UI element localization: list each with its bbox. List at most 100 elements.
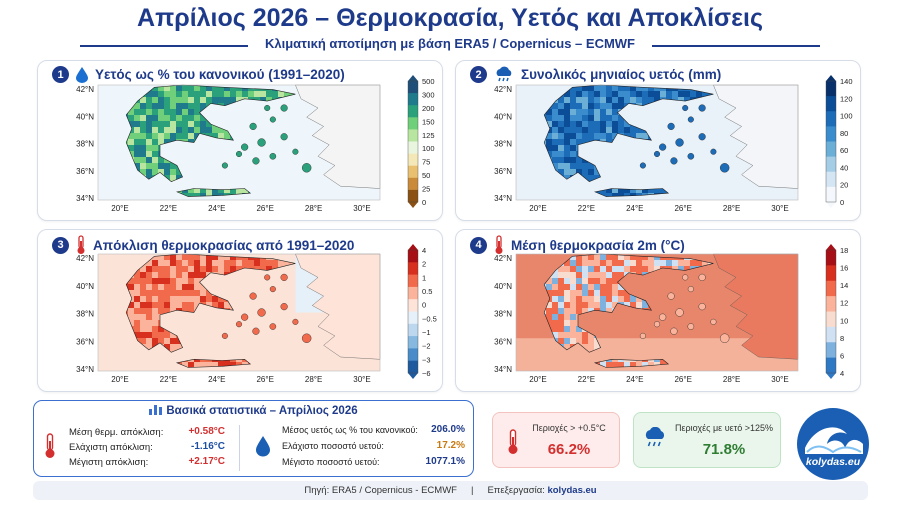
kpi-card-wet-areas: Περιοχές με υετό >125% 71.8% — [633, 412, 781, 468]
lon-label: 20°E — [529, 375, 546, 384]
logo-text: kolydas.eu — [805, 456, 861, 468]
lat-label: 42°N — [494, 254, 512, 263]
colorbar-tick-label: 100 — [422, 144, 435, 153]
thermometer-icon — [45, 433, 55, 458]
colorbar-tick-label: 25 — [422, 185, 430, 194]
lon-label: 28°E — [723, 375, 740, 384]
stat-value: -1.16°C — [190, 441, 225, 452]
colorbar-tick-label: 100 — [840, 112, 853, 121]
colorbar-tick-label: 140 — [840, 77, 853, 86]
panel-title-text: Μέση θερμοκρασία 2m (°C) — [511, 237, 685, 253]
lon-label: 28°E — [723, 204, 740, 213]
lat-label: 42°N — [76, 254, 94, 263]
lat-label: 34°N — [494, 365, 512, 374]
colorbar-tick-label: 60 — [840, 146, 848, 155]
stat-label: Ελάχιστο ποσοστό υετού: — [282, 441, 384, 451]
colorbar-tick-label: 300 — [422, 90, 435, 99]
stat-label: Μέγιστο ποσοστό υετού: — [282, 457, 380, 467]
kpi-label: Περιοχές > +0.5°C — [532, 423, 606, 433]
stat-label: Μέσος υετός ως % του κανονικού: — [282, 425, 418, 435]
lon-label: 30°E — [353, 375, 370, 384]
colorbar-tick-label: 125 — [422, 131, 435, 140]
lat-label: 36°N — [494, 337, 512, 346]
colorbar-tick-label: 18 — [840, 246, 848, 255]
colorbar-tick-label: 80 — [840, 129, 848, 138]
kpi-label: Περιοχές με υετό >125% — [675, 423, 773, 433]
thermometer-icon — [77, 235, 85, 254]
colorbar-tick-label: 50 — [422, 171, 430, 180]
colorbar-tick-label: 16 — [840, 264, 848, 273]
wave-icon — [799, 410, 867, 478]
panel-title-text: Υετός ως % του κανονικού (1991–2020) — [95, 67, 345, 82]
footer-processing-link[interactable]: kolydas.eu — [547, 485, 597, 496]
lon-label: 26°E — [674, 204, 691, 213]
mean-temp-map: 42°N 40°N 38°N 36°N 34°N 20°E 22°E 24°E 26°E 28°E… — [494, 244, 848, 384]
lon-label: 22°E — [578, 204, 595, 213]
lon-label: 28°E — [305, 375, 322, 384]
lon-label: 24°E — [626, 204, 643, 213]
lat-label: 36°N — [494, 167, 512, 176]
colorbar-tick-label: −0.5 — [422, 314, 437, 323]
panel-number: 2 — [470, 66, 487, 83]
lon-label: 30°E — [771, 204, 788, 213]
precip-percent-map: 42°N 40°N 38°N 36°N 34°N 20°E 22°E 24°E 26°E 28°E… — [76, 75, 435, 213]
thermometer-icon — [508, 429, 518, 454]
panel-title: 2 Συνολικός μηνιαίος υετός (mm) — [470, 66, 721, 83]
colorbar-tick-label: 500 — [422, 77, 435, 86]
page-title: Απρίλιος 2026 – Θερμοκρασία, Υετός και Α… — [137, 4, 763, 32]
lat-label: 34°N — [76, 194, 94, 203]
colorbar-tick-label: 6 — [840, 351, 844, 360]
panel-number: 4 — [470, 236, 487, 254]
rain-cloud-icon — [496, 66, 512, 82]
colorbar-tick-label: 0 — [422, 301, 426, 310]
panel-title: 4 Μέση θερμοκρασία 2m (°C) — [470, 235, 685, 255]
panel-title-text: Συνολικός μηνιαίος υετός (mm) — [521, 67, 722, 82]
bar-chart-icon — [149, 405, 163, 415]
panel-precip-total: 2 Συνολικός μηνιαίος υετός (mm) 42°N 40°N… — [455, 60, 861, 221]
stats-title: Βασικά στατιστικά – Απρίλιος 2026 — [34, 404, 473, 417]
lon-label: 24°E — [208, 204, 225, 213]
footer: Πηγή: ERA5 / Copernicus - ECMWF | Επεξερ… — [33, 481, 868, 500]
lat-label: 36°N — [76, 167, 94, 176]
colorbar-tick-label: 4 — [840, 369, 844, 378]
colorbar-tick-label: 14 — [840, 281, 848, 290]
stats-divider — [239, 425, 240, 471]
subtitle-rule-right — [652, 45, 820, 47]
colorbar-tick-label: 150 — [422, 117, 435, 126]
footer-separator: | — [470, 485, 474, 496]
footer-source: Πηγή: ERA5 / Copernicus - ECMWF — [304, 485, 457, 496]
lon-label: 24°E — [208, 375, 225, 384]
lat-label: 34°N — [76, 365, 94, 374]
lon-label: 22°E — [160, 375, 177, 384]
colorbar-tick-label: 40 — [840, 163, 848, 172]
lon-label: 28°E — [305, 204, 322, 213]
panel-title-text: Απόκλιση θερμοκρασίας από 1991–2020 — [93, 237, 355, 253]
lon-label: 26°E — [674, 375, 691, 384]
kolydas-logo[interactable]: kolydas.eu — [797, 408, 869, 480]
stat-label: Μέγιστη απόκλιση: — [69, 457, 149, 468]
colorbar-tick-label: 120 — [840, 94, 853, 103]
subtitle-rule-left — [80, 45, 248, 47]
colorbar-tick-label: −6 — [422, 369, 431, 378]
lat-label: 40°N — [494, 282, 512, 291]
panel-number: 3 — [52, 236, 69, 254]
colorbar-tick-label: 75 — [422, 158, 430, 167]
page-subtitle: Κλιματική αποτίμηση με βάση ERA5 / Coper… — [265, 36, 635, 51]
lat-label: 40°N — [76, 282, 94, 291]
lon-label: 26°E — [256, 375, 273, 384]
colorbar-tick-label: −1 — [422, 328, 431, 337]
panel-precip-percent: 1 Υετός ως % του κανονικού (1991–2020) 4… — [37, 60, 443, 221]
colorbar-tick-label: 0 — [422, 198, 426, 207]
rain-cloud-icon — [645, 427, 664, 447]
colorbar-tick-label: −3 — [422, 355, 431, 364]
stat-label: Ελάχιστη απόκλιση: — [69, 442, 153, 453]
colorbar-tick-label: 12 — [840, 299, 848, 308]
footer-processing-label: Επεξεργασία: — [487, 485, 545, 496]
stat-value: +0.58°C — [188, 426, 225, 437]
lat-label: 40°N — [76, 112, 94, 121]
stats-title-text: Βασικά στατιστικά – Απρίλιος 2026 — [166, 405, 358, 417]
lon-label: 22°E — [578, 375, 595, 384]
stat-value: 1077.1% — [425, 456, 465, 467]
stat-value: +2.17°C — [188, 456, 225, 467]
panel-number: 1 — [52, 66, 69, 83]
